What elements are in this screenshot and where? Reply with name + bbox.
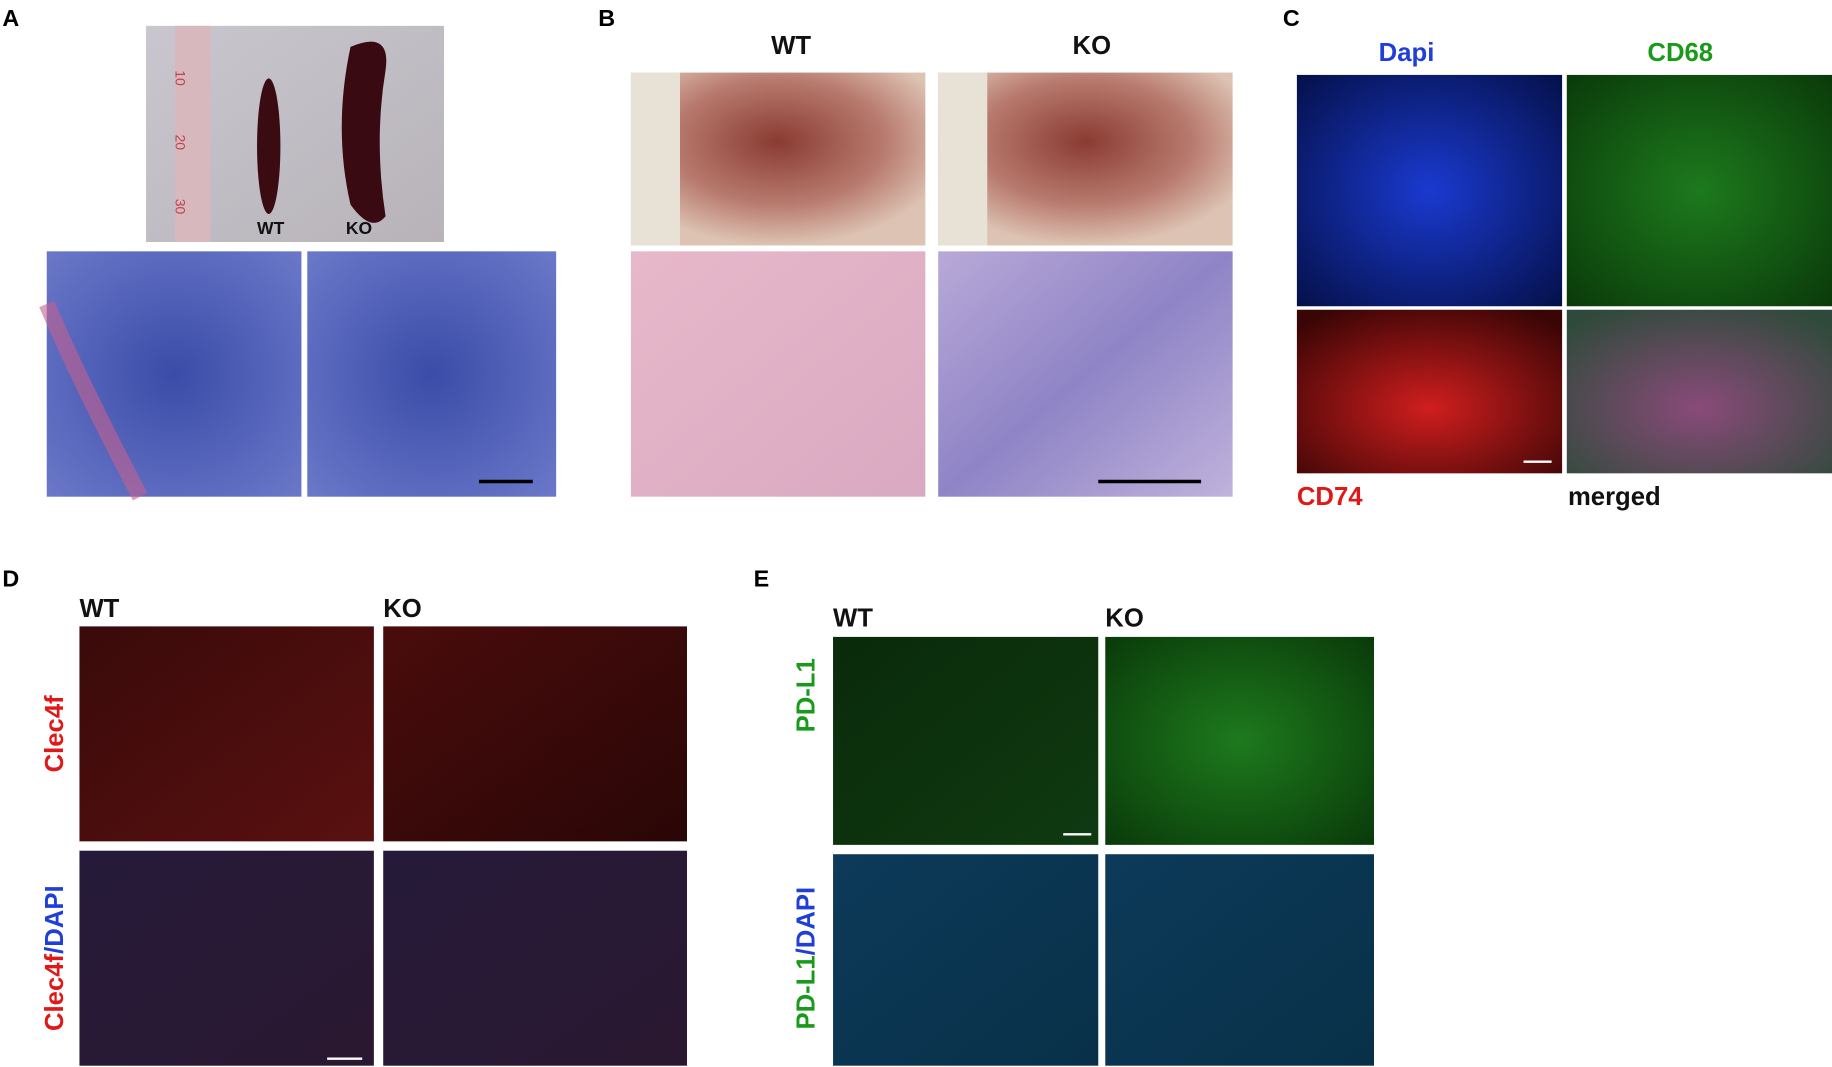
row-label-part: /DAPI bbox=[41, 885, 69, 954]
panel-label: A bbox=[2, 5, 19, 31]
fluorescence-image bbox=[1296, 74, 1563, 307]
histology-image bbox=[938, 251, 1233, 497]
row-label-part: Clec4f bbox=[41, 695, 69, 773]
spleen-wt bbox=[257, 78, 281, 214]
spleen-ko bbox=[341, 41, 387, 223]
fluorescence-image bbox=[1566, 74, 1832, 307]
row-label: Clec4f/DAPI bbox=[41, 885, 69, 1031]
row-label: PD-L1 bbox=[792, 658, 820, 732]
ruler bbox=[938, 72, 988, 246]
histology-image bbox=[46, 251, 302, 497]
fluorescence-image bbox=[1296, 309, 1563, 474]
panel-label: D bbox=[2, 566, 19, 592]
ruler-number: 20 bbox=[172, 135, 188, 151]
fluorescence-image bbox=[833, 636, 1099, 845]
row-label: Clec4f bbox=[41, 695, 69, 773]
column-label: WT bbox=[771, 32, 811, 60]
row-label-part: /DAPI bbox=[792, 887, 820, 956]
fluorescence-image bbox=[833, 854, 1099, 1066]
fluorescence-image bbox=[383, 850, 687, 1066]
photo-label: KO bbox=[346, 218, 372, 238]
channel-label: CD74 bbox=[1297, 483, 1363, 511]
row-label-part: PD-L1 bbox=[792, 955, 820, 1029]
column-label: KO bbox=[1105, 604, 1144, 632]
fluorescence-image bbox=[1566, 309, 1832, 474]
channel-label: merged bbox=[1568, 483, 1661, 511]
histology-image bbox=[630, 251, 926, 497]
histology-image bbox=[307, 251, 557, 497]
column-label: KO bbox=[1073, 32, 1112, 60]
fluorescence-image bbox=[79, 626, 374, 842]
ruler-number: 30 bbox=[172, 199, 188, 215]
ruler bbox=[175, 25, 211, 242]
fluorescence-image bbox=[1105, 636, 1374, 845]
row-label-part: PD-L1 bbox=[792, 658, 820, 732]
channel-label: CD68 bbox=[1647, 39, 1713, 67]
panel-label: B bbox=[598, 5, 615, 31]
row-label-part: Clec4f bbox=[41, 953, 69, 1031]
panel-label: E bbox=[754, 566, 770, 592]
column-label: KO bbox=[383, 595, 422, 623]
photo-label: WT bbox=[257, 218, 285, 238]
panel-label: C bbox=[1283, 5, 1300, 31]
row-label: PD-L1/DAPI bbox=[792, 887, 820, 1030]
fluorescence-image bbox=[383, 626, 687, 842]
column-label: WT bbox=[833, 604, 873, 632]
channel-label: Dapi bbox=[1379, 39, 1435, 67]
fluorescence-image bbox=[79, 850, 374, 1066]
column-label: WT bbox=[79, 595, 119, 623]
ruler-number: 10 bbox=[172, 70, 188, 86]
ruler bbox=[630, 72, 680, 246]
fluorescence-image bbox=[1105, 854, 1374, 1066]
